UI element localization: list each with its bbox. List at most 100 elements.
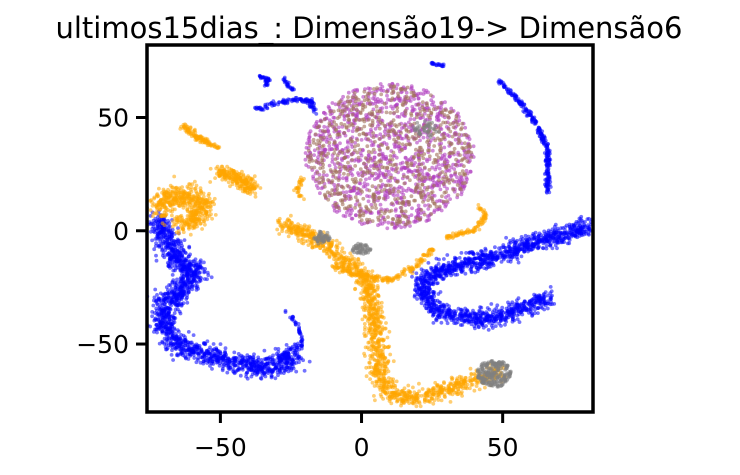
data-point (467, 250, 472, 255)
data-point (388, 191, 392, 195)
data-point (350, 112, 355, 117)
data-point (402, 181, 407, 186)
data-point (437, 204, 442, 209)
data-point (366, 149, 371, 154)
data-point (364, 94, 368, 99)
data-point (390, 201, 394, 206)
data-point (471, 319, 475, 324)
data-point (153, 327, 157, 332)
data-point (350, 208, 354, 213)
data-point (438, 300, 443, 305)
data-point (274, 365, 279, 369)
data-point (445, 253, 450, 257)
data-point (451, 125, 456, 130)
data-point (196, 351, 201, 356)
data-point (380, 151, 385, 156)
data-point (337, 132, 342, 137)
data-point (344, 196, 348, 201)
data-point (505, 254, 509, 259)
data-point (478, 265, 483, 269)
data-point (412, 154, 416, 159)
data-point (440, 194, 444, 199)
data-point (360, 173, 365, 178)
data-point (486, 328, 491, 332)
data-point (394, 124, 399, 129)
data-point (333, 127, 338, 132)
data-point (426, 148, 430, 153)
data-point (432, 144, 437, 148)
data-point (260, 365, 265, 370)
data-point (462, 171, 467, 176)
data-point (418, 109, 423, 114)
data-point (338, 141, 342, 146)
data-point (326, 151, 331, 156)
data-point (342, 193, 347, 198)
data-point (206, 273, 211, 278)
data-point (587, 216, 591, 221)
data-point (480, 322, 485, 327)
data-point (512, 309, 517, 313)
data-point (192, 259, 196, 264)
data-point (327, 163, 332, 168)
data-point (444, 318, 449, 322)
data-point (353, 195, 358, 200)
data-point (337, 170, 341, 174)
data-point (246, 357, 251, 362)
data-point (312, 153, 316, 158)
data-point (150, 238, 155, 243)
data-point (154, 258, 159, 263)
data-point (339, 198, 343, 203)
data-point (385, 93, 389, 98)
data-point (194, 360, 199, 365)
data-point (503, 249, 508, 253)
data-point (471, 144, 476, 149)
data-point (155, 293, 159, 297)
data-point (449, 106, 454, 111)
data-point (404, 127, 409, 132)
data-point (489, 318, 494, 323)
data-point (430, 196, 434, 200)
data-point (349, 186, 353, 191)
data-point (435, 281, 440, 285)
data-point (596, 220, 600, 224)
data-point (202, 260, 206, 265)
data-point (449, 174, 454, 179)
data-point (364, 113, 368, 117)
data-point (316, 138, 320, 143)
data-point (409, 213, 414, 218)
data-point (436, 155, 441, 160)
data-point (342, 171, 346, 176)
data-point (385, 226, 390, 231)
data-point (468, 313, 473, 318)
data-point (371, 96, 375, 101)
data-point (489, 302, 494, 306)
data-point (378, 98, 383, 102)
data-point (434, 318, 439, 323)
data-point (358, 181, 363, 186)
data-point (346, 117, 351, 122)
data-point (180, 253, 185, 258)
data-point (370, 110, 374, 114)
data-point (362, 89, 367, 94)
data-point (425, 140, 429, 144)
data-point (522, 299, 527, 304)
data-point (385, 165, 390, 170)
data-point (170, 322, 175, 326)
data-point (357, 132, 362, 137)
data-point (284, 363, 289, 367)
data-point (457, 256, 462, 260)
data-point (358, 118, 362, 122)
data-point (202, 341, 206, 346)
data-point (427, 287, 432, 291)
data-point (338, 109, 343, 113)
data-point (335, 116, 340, 120)
data-point (289, 366, 294, 371)
data-point (505, 313, 509, 318)
data-point (442, 257, 446, 261)
data-point (436, 162, 441, 167)
data-point (453, 256, 458, 261)
data-point (356, 155, 361, 160)
data-point (422, 152, 427, 156)
data-point (374, 104, 379, 109)
data-point (265, 356, 269, 361)
